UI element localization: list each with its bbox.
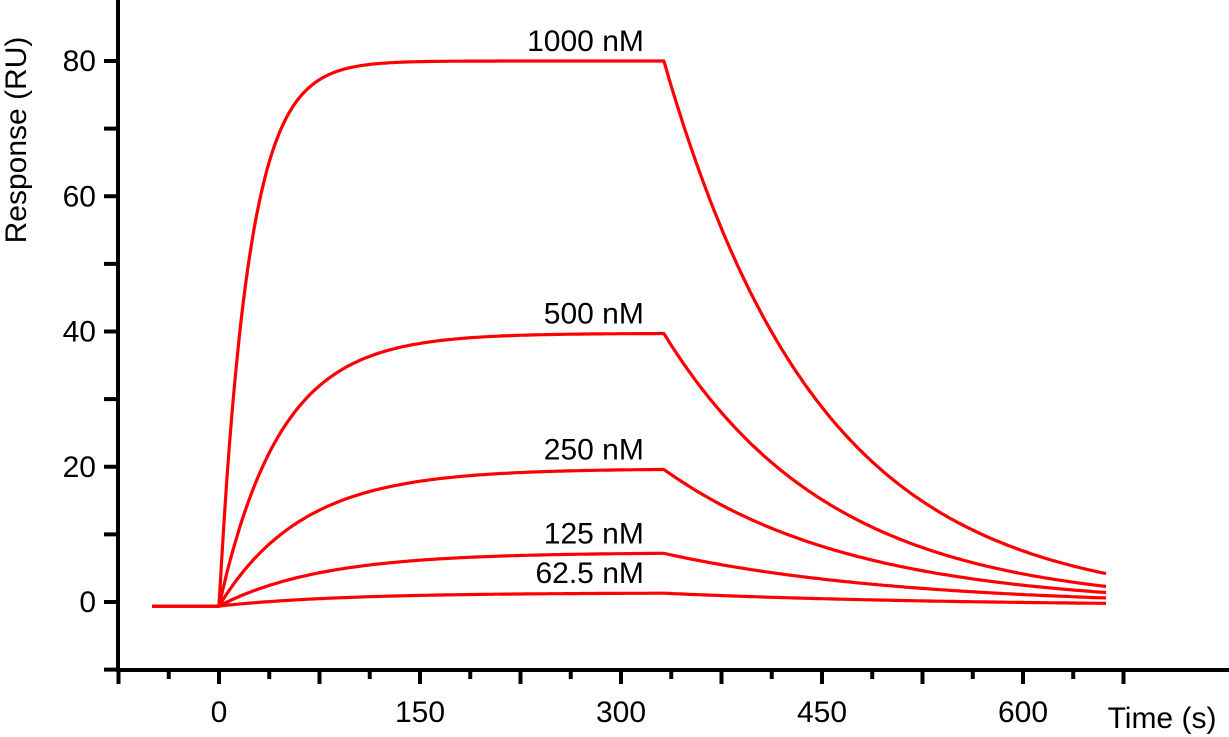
series-line-250-nM xyxy=(152,467,1107,608)
series-group xyxy=(152,59,1107,608)
y-tick-label: 60 xyxy=(63,180,96,213)
x-tick-label: 0 xyxy=(211,696,228,729)
y-ticks: 0 20 40 60 80 xyxy=(63,45,118,672)
x-tick-label: 450 xyxy=(797,696,847,729)
series-line-125-nM xyxy=(152,551,1107,608)
y-tick-label: 0 xyxy=(79,586,96,619)
y-tick-label: 80 xyxy=(63,45,96,78)
series-line-62_5-nM xyxy=(152,591,1107,608)
x-tick-label: 300 xyxy=(596,696,646,729)
y-tick-label: 40 xyxy=(63,316,96,349)
series-labels: 1000 nM 500 nM 250 nM 125 nM 62.5 nM xyxy=(527,25,644,590)
series-line-1000-nM xyxy=(152,59,1107,608)
series-line-500-nM xyxy=(152,331,1107,608)
x-tick-label: 150 xyxy=(395,696,445,729)
y-axis-title: Response (RU) xyxy=(0,37,33,244)
series-label: 250 nM xyxy=(544,433,644,466)
x-axis-title: Time (s) xyxy=(1108,702,1217,735)
series-label: 125 nM xyxy=(544,517,644,550)
x-tick-label: 600 xyxy=(998,696,1048,729)
series-label: 1000 nM xyxy=(527,25,644,58)
series-label: 62.5 nM xyxy=(535,557,643,590)
x-ticks: 0 150 300 450 600 xyxy=(116,670,1126,729)
axes xyxy=(116,0,1229,672)
series-label: 500 nM xyxy=(544,298,644,331)
y-tick-label: 20 xyxy=(63,451,96,484)
